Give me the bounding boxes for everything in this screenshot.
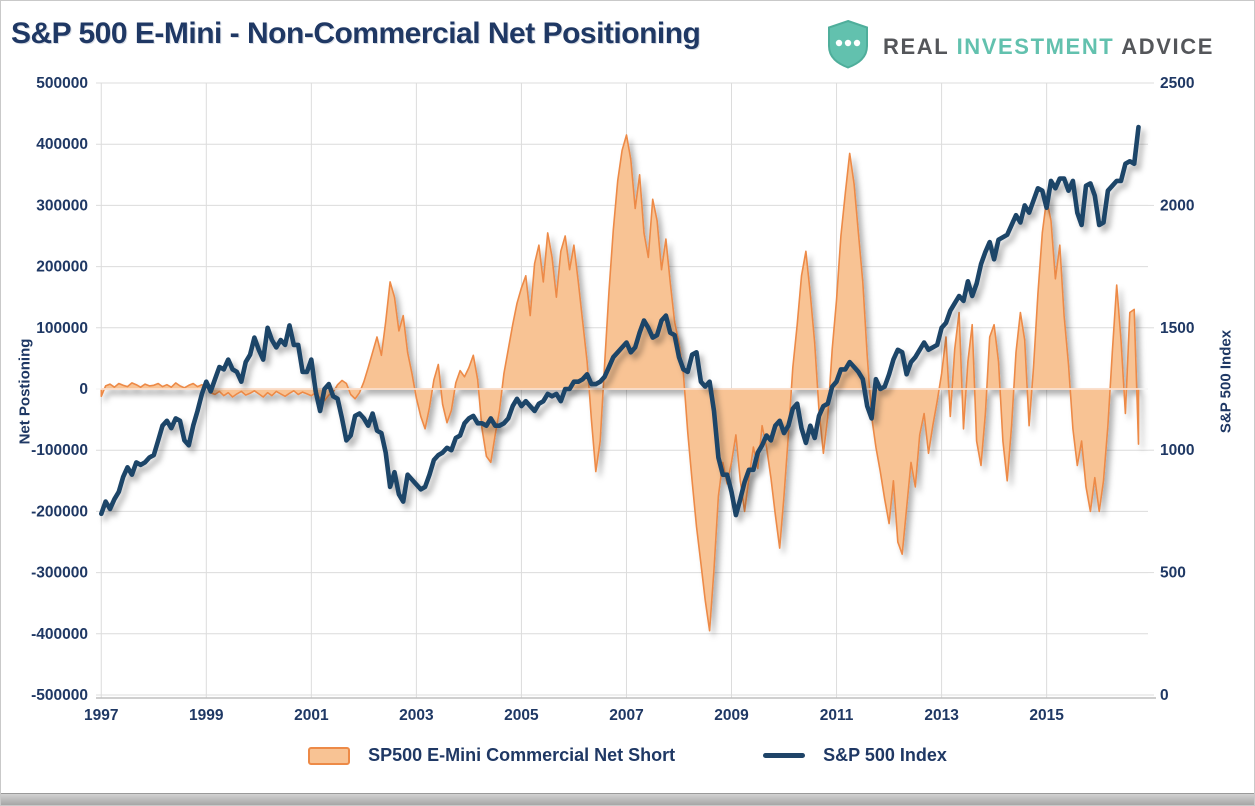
svg-text:500: 500 xyxy=(1160,565,1186,582)
svg-text:2009: 2009 xyxy=(714,707,749,724)
svg-text:200000: 200000 xyxy=(36,259,88,276)
svg-text:-200000: -200000 xyxy=(31,503,88,520)
svg-text:2001: 2001 xyxy=(294,707,329,724)
tick-labels: 500000 400000 300000 200000 100000 0 -100000 -2… xyxy=(31,75,1194,724)
svg-text:2015: 2015 xyxy=(1029,707,1064,724)
axis-lines-and-ticks xyxy=(96,82,1156,699)
brand-word-real: REAL xyxy=(882,33,949,59)
svg-text:1997: 1997 xyxy=(84,707,118,724)
brand-wordmark: REAL INVESTMENT ADVICE xyxy=(883,34,1214,60)
brand-word-investment: INVESTMENT xyxy=(956,33,1115,59)
svg-text:1000: 1000 xyxy=(1160,442,1194,459)
svg-text:2011: 2011 xyxy=(820,707,854,724)
svg-text:2005: 2005 xyxy=(504,707,539,724)
svg-text:2500: 2500 xyxy=(1160,75,1194,92)
chart-legend: SP500 E-Mini Commercial Net Short S&P 50… xyxy=(1,745,1254,766)
legend-label-net-short: SP500 E-Mini Commercial Net Short xyxy=(368,745,676,765)
brand-word-advice: ADVICE xyxy=(1121,33,1214,59)
svg-text:1999: 1999 xyxy=(189,707,224,724)
legend-area-swatch-icon xyxy=(308,746,351,765)
svg-text:1500: 1500 xyxy=(1160,320,1194,337)
svg-text:2013: 2013 xyxy=(924,707,959,724)
svg-text:300000: 300000 xyxy=(36,197,88,214)
chart-title: S&P 500 E-Mini - Non-Commercial Net Posi… xyxy=(11,17,701,50)
svg-text:-300000: -300000 xyxy=(31,565,88,582)
svg-text:0: 0 xyxy=(79,381,88,398)
svg-text:400000: 400000 xyxy=(36,136,88,153)
legend-line-swatch-icon xyxy=(763,753,806,758)
svg-text:2003: 2003 xyxy=(399,707,434,724)
svg-text:500000: 500000 xyxy=(36,75,88,92)
data-series xyxy=(96,124,1148,632)
svg-text:2000: 2000 xyxy=(1160,197,1194,214)
svg-text:0: 0 xyxy=(1160,687,1169,704)
svg-text:100000: 100000 xyxy=(36,320,88,337)
brand-logo: REAL INVESTMENT ADVICE xyxy=(825,19,1214,74)
window-bottom-edge xyxy=(1,793,1254,805)
svg-text:2007: 2007 xyxy=(609,707,643,724)
shield-logo-icon xyxy=(825,19,871,74)
legend-label-sp500: S&P 500 Index xyxy=(823,745,947,765)
svg-text:-400000: -400000 xyxy=(31,626,88,643)
svg-text:-100000: -100000 xyxy=(31,442,88,459)
gridlines xyxy=(96,82,1148,698)
svg-text:-500000: -500000 xyxy=(31,687,88,704)
